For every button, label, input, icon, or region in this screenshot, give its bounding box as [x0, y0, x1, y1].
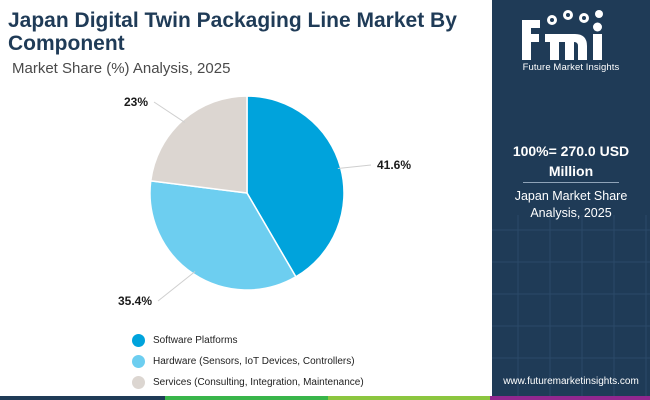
legend-label: Software Platforms	[153, 335, 238, 346]
bottom-bar-segment	[165, 396, 328, 400]
bottom-bar-segment	[0, 396, 165, 400]
fmi-logo-icon	[522, 10, 603, 60]
legend-swatch	[132, 334, 145, 347]
legend-item-hardware: Hardware (Sensors, IoT Devices, Controll…	[132, 351, 364, 372]
chart-legend: Software Platforms Hardware (Sensors, Io…	[132, 330, 364, 393]
legend-swatch	[132, 355, 145, 368]
leader-line	[337, 164, 372, 169]
pie-chart: 41.6% 35.4% 23%	[118, 95, 411, 308]
logo-text: Future Market Insights	[522, 62, 620, 73]
data-label-hardware: 35.4%	[118, 294, 152, 308]
chart-subtitle: Market Share (%) Analysis, 2025	[12, 60, 231, 77]
panel-subtitle: Japan Market Share Analysis, 2025	[514, 189, 628, 220]
bottom-color-bar	[0, 396, 650, 400]
chart-title: Japan Digital Twin Packaging Line Market…	[8, 9, 457, 55]
chart-area: Japan Digital Twin Packaging Line Market…	[8, 9, 457, 393]
bottom-bar-segment	[328, 396, 490, 400]
leader-line	[153, 101, 186, 123]
pie-slice-hardware	[149, 180, 297, 291]
legend-item-software: Software Platforms	[132, 330, 364, 351]
panel-divider	[523, 182, 619, 183]
market-total: 100%= 270.0 USD Million	[512, 143, 630, 179]
data-label-software: 41.6%	[377, 158, 411, 172]
website-link[interactable]: www.futuremarketinsights.com	[503, 376, 639, 387]
pie-slice-services	[149, 95, 248, 194]
bottom-bar-segment	[490, 396, 650, 400]
fmi-logo: Future Market Insights	[500, 6, 642, 73]
legend-swatch	[132, 376, 145, 389]
legend-label: Hardware (Sensors, IoT Devices, Controll…	[153, 356, 355, 367]
legend-item-services: Services (Consulting, Integration, Maint…	[132, 372, 364, 393]
panel-grid-pattern	[492, 215, 650, 396]
leader-line	[157, 271, 196, 302]
legend-label: Services (Consulting, Integration, Maint…	[153, 377, 364, 388]
info-panel: Future Market Insights 100%= 270.0 USD M…	[492, 0, 650, 396]
data-label-services: 23%	[124, 95, 148, 109]
